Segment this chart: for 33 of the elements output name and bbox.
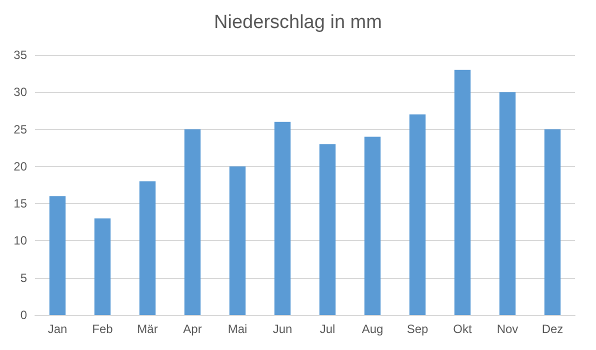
bar xyxy=(409,114,426,315)
x-tick-label: Okt xyxy=(453,322,472,336)
y-tick-label: 10 xyxy=(14,234,28,248)
y-tick-label: 35 xyxy=(14,48,28,62)
bar xyxy=(139,181,156,315)
x-tick-label: Sep xyxy=(406,322,428,336)
bar xyxy=(544,129,561,315)
x-tick-label: Apr xyxy=(183,322,202,336)
bar xyxy=(49,196,66,315)
bar xyxy=(454,70,471,315)
y-tick-label: 20 xyxy=(14,159,28,174)
y-tick-label: 0 xyxy=(20,308,28,322)
y-tick-label: 30 xyxy=(14,85,28,100)
x-tick-label: Jul xyxy=(320,322,336,336)
y-tick-label: 15 xyxy=(14,196,28,211)
chart-title: Niederschlag in mm xyxy=(214,12,382,33)
x-tick-label: Jun xyxy=(272,322,292,336)
x-tick-label: Aug xyxy=(362,322,384,336)
bar xyxy=(319,144,336,315)
bar xyxy=(499,92,516,315)
bar xyxy=(94,218,111,315)
x-tick-label: Mai xyxy=(228,322,248,336)
bar xyxy=(364,136,381,315)
x-tick-label: Nov xyxy=(496,322,518,336)
x-tick-label: Feb xyxy=(92,322,114,336)
x-tick-label: Jan xyxy=(48,322,68,336)
y-tick-label: 5 xyxy=(20,270,28,285)
bar xyxy=(229,166,246,315)
x-tick-label: Dez xyxy=(542,322,564,336)
bar xyxy=(274,122,291,315)
bar xyxy=(184,129,201,315)
y-tick-label: 25 xyxy=(14,122,28,136)
x-tick-label: Mär xyxy=(137,322,158,336)
